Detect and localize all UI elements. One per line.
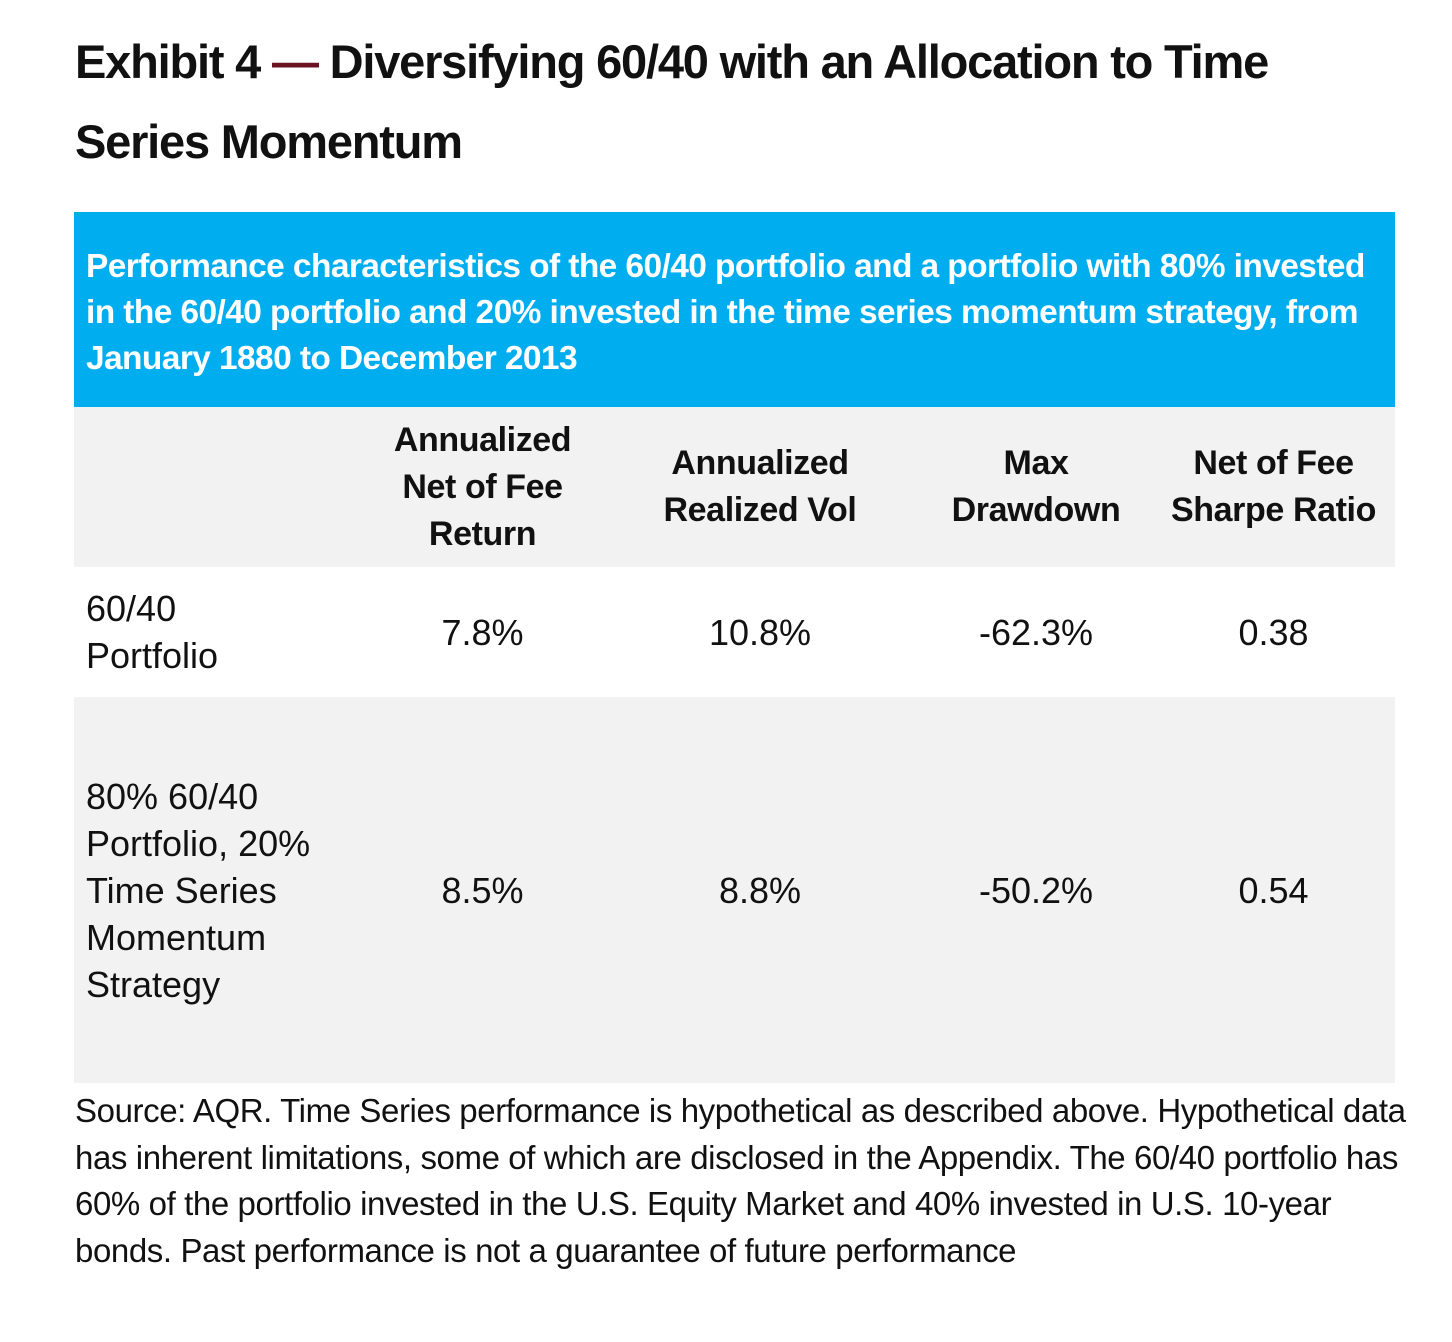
cell-max-drawdown: -50.2% xyxy=(978,869,1094,911)
exhibit-title-part2: Diversifying 60/40 with an Allocation to… xyxy=(75,35,1269,168)
table-row: 60/40 Portfolio 7.8% 10.8% -62.3% 0.38 xyxy=(74,567,1395,697)
exhibit-title: Exhibit 4 — Diversifying 60/40 with an A… xyxy=(75,22,1405,182)
column-header-net-return: Annualized Net of Fee Return xyxy=(393,420,572,553)
cell-max-drawdown: -62.3% xyxy=(978,611,1094,653)
table-row: 80% 60/40 Portfolio, 20% Time Series Mom… xyxy=(74,697,1395,1083)
cell-sharpe-ratio: 0.38 xyxy=(1238,611,1309,653)
cell-net-return: 7.8% xyxy=(441,611,524,653)
column-header-max-drawdown: Max Drawdown xyxy=(951,444,1121,529)
row-label-text: 60/40 Portfolio xyxy=(86,588,219,676)
column-header-realized-vol: Annualized Realized Vol xyxy=(663,444,857,529)
row-label: 80% 60/40 Portfolio, 20% Time Series Mom… xyxy=(74,697,364,1083)
header-empty-cell xyxy=(74,407,364,567)
table-caption-text: Performance characteristics of the 60/40… xyxy=(86,248,1365,377)
cell-sharpe-ratio: 0.54 xyxy=(1238,869,1309,911)
cell-realized-vol: 10.8% xyxy=(708,611,812,653)
table-caption-banner: Performance characteristics of the 60/40… xyxy=(74,212,1395,407)
row-label-text: 80% 60/40 Portfolio, 20% Time Series Mom… xyxy=(86,775,311,1005)
performance-table: Annualized Net of Fee Return Annualized … xyxy=(74,407,1395,1083)
row-label: 60/40 Portfolio xyxy=(74,567,364,697)
column-header-sharpe-ratio: Net of Fee Sharpe Ratio xyxy=(1171,444,1376,529)
table-header-row: Annualized Net of Fee Return Annualized … xyxy=(74,407,1395,567)
cell-net-return: 8.5% xyxy=(441,869,524,911)
source-note: Source: AQR. Time Series performance is … xyxy=(75,1092,1406,1269)
exhibit-title-part1: Exhibit 4 xyxy=(75,35,272,88)
exhibit-title-dash: — xyxy=(271,35,319,88)
cell-realized-vol: 8.8% xyxy=(718,869,802,911)
